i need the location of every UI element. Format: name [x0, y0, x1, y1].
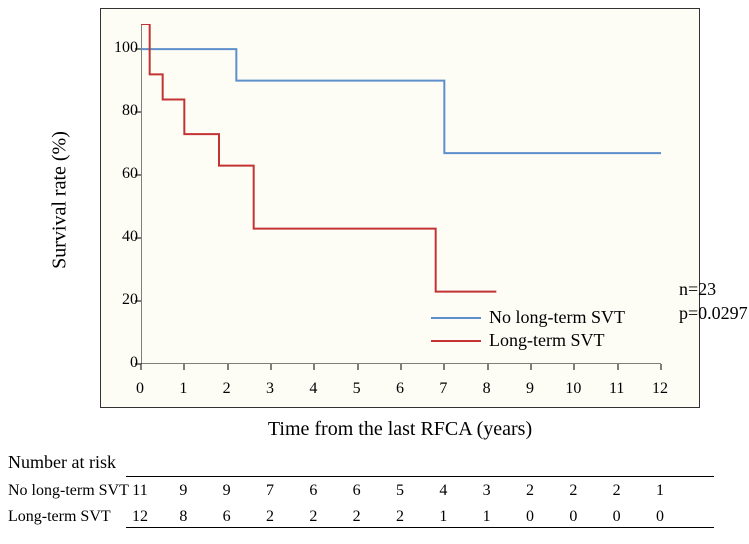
y-tick: 80 — [110, 102, 138, 120]
nar-cell-no-long-term: 6 — [309, 482, 317, 500]
nar-cell-no-long-term: 4 — [439, 482, 447, 500]
x-tick: 8 — [483, 380, 491, 398]
annotation-n: n=23 — [679, 279, 716, 300]
nar-rule-bottom — [126, 527, 714, 528]
nar-cell-long-term: 6 — [223, 508, 231, 526]
x-tick: 9 — [526, 380, 534, 398]
nar-cell-no-long-term: 9 — [179, 482, 187, 500]
legend-swatch-no-long-term — [431, 317, 481, 319]
nar-row-label-0: No long-term SVT — [8, 482, 129, 500]
x-tick: 0 — [136, 380, 144, 398]
x-tick: 1 — [179, 380, 187, 398]
y-tick: 60 — [110, 165, 138, 183]
legend-swatch-long-term — [431, 340, 481, 342]
nar-cell-long-term: 1 — [483, 508, 491, 526]
figure-root: No long-term SVT Long-term SVT n=23 p=0.… — [0, 0, 749, 544]
nar-cell-long-term: 2 — [353, 508, 361, 526]
nar-cell-long-term: 12 — [132, 508, 148, 526]
x-tick: 11 — [609, 380, 624, 398]
nar-cell-no-long-term: 9 — [223, 482, 231, 500]
y-tick: 100 — [110, 39, 138, 57]
x-tick: 3 — [266, 380, 274, 398]
legend-label-no-long-term: No long-term SVT — [489, 307, 625, 328]
legend-row-no-long-term: No long-term SVT — [431, 307, 625, 328]
nar-cell-no-long-term: 2 — [569, 482, 577, 500]
nar-cell-long-term: 0 — [569, 508, 577, 526]
nar-cell-long-term: 8 — [179, 508, 187, 526]
legend-label-long-term: Long-term SVT — [489, 330, 604, 351]
x-tick: 12 — [652, 380, 668, 398]
y-tick: 0 — [110, 354, 138, 372]
nar-cell-no-long-term: 5 — [396, 482, 404, 500]
nar-cell-long-term: 2 — [266, 508, 274, 526]
nar-cell-long-term: 0 — [656, 508, 664, 526]
number-at-risk-title: Number at risk — [8, 452, 116, 473]
y-tick: 20 — [110, 291, 138, 309]
y-tick: 40 — [110, 228, 138, 246]
nar-cell-no-long-term: 2 — [613, 482, 621, 500]
annotation-p: p=0.0297 — [679, 303, 748, 324]
nar-cell-long-term: 1 — [439, 508, 447, 526]
nar-cell-no-long-term: 3 — [483, 482, 491, 500]
legend-row-long-term: Long-term SVT — [431, 330, 625, 351]
legend: No long-term SVT Long-term SVT — [431, 307, 625, 353]
nar-cell-no-long-term: 11 — [132, 482, 147, 500]
y-axis-label: Survival rate (%) — [49, 131, 72, 269]
nar-cell-long-term: 2 — [396, 508, 404, 526]
nar-cell-no-long-term: 2 — [526, 482, 534, 500]
nar-cell-no-long-term: 7 — [266, 482, 274, 500]
nar-row-label-1: Long-term SVT — [8, 508, 111, 526]
nar-cell-no-long-term: 6 — [353, 482, 361, 500]
x-tick: 7 — [439, 380, 447, 398]
x-tick: 2 — [223, 380, 231, 398]
nar-cell-long-term: 0 — [613, 508, 621, 526]
nar-cell-no-long-term: 1 — [656, 482, 664, 500]
x-axis-label: Time from the last RFCA (years) — [268, 418, 532, 441]
x-tick: 6 — [396, 380, 404, 398]
nar-cell-long-term: 0 — [526, 508, 534, 526]
nar-cell-long-term: 2 — [309, 508, 317, 526]
x-tick: 5 — [353, 380, 361, 398]
x-tick: 10 — [565, 380, 581, 398]
x-tick: 4 — [309, 380, 317, 398]
chart-frame: No long-term SVT Long-term SVT n=23 p=0.… — [100, 8, 700, 408]
nar-rule-top — [126, 476, 714, 477]
